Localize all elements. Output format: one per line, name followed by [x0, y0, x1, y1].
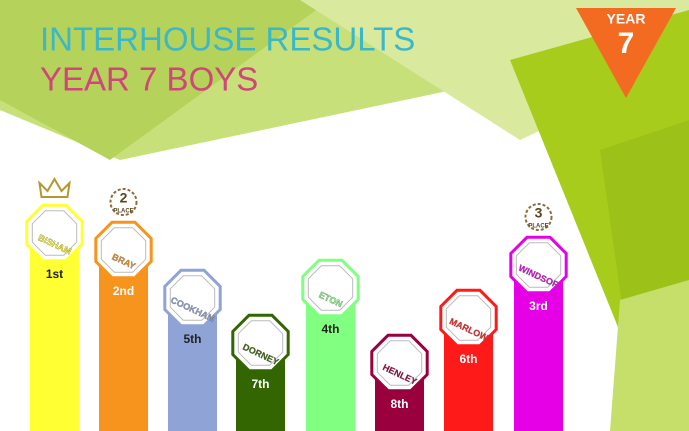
house-crest-inner — [169, 275, 216, 321]
bg-shape — [0, 0, 330, 160]
bg-shape — [610, 280, 689, 431]
award-label: PLACE — [528, 224, 548, 230]
house-crest — [94, 220, 153, 280]
house-crest-inner — [515, 242, 562, 288]
award-number: 3 — [535, 205, 543, 221]
house-bar — [99, 252, 148, 431]
house-place: 8th — [391, 397, 409, 411]
year-badge — [576, 8, 676, 98]
laurel — [524, 203, 553, 231]
laurel — [109, 188, 138, 216]
crown — [38, 177, 71, 198]
house-bar — [514, 267, 563, 431]
house-crest-inner — [376, 340, 423, 386]
house-crest — [25, 203, 84, 263]
house-crest — [509, 235, 568, 295]
house-crest — [163, 268, 222, 328]
title: INTERHOUSE RESULTS — [40, 21, 415, 58]
house-crest — [439, 288, 498, 348]
houses: BISHAM1stBRAY2nd2PLACECOOKHAM5thDORNEY7t… — [25, 177, 568, 431]
house-bar — [30, 235, 79, 431]
house-place: 3rd — [529, 299, 548, 313]
house-crest-inner — [31, 210, 78, 256]
award-label: PLACE — [113, 209, 133, 215]
house-crest — [231, 313, 290, 373]
house-crest-inner — [237, 320, 284, 366]
house-place: 6th — [460, 352, 478, 366]
house-crest-inner — [100, 227, 147, 273]
award-number: 2 — [120, 190, 128, 206]
house-crest-inner — [307, 265, 354, 311]
house-place: 4th — [322, 322, 340, 336]
house-place: 5th — [184, 332, 202, 346]
house-place: 2nd — [113, 284, 134, 298]
house-crest — [370, 333, 429, 393]
house-place: 7th — [252, 377, 270, 391]
year-number: 7 — [618, 27, 635, 60]
house-place: 1st — [46, 267, 63, 281]
house-crest-inner — [445, 295, 492, 341]
subtitle: YEAR 7 BOYS — [40, 61, 258, 98]
house-crest — [301, 258, 360, 318]
year-label: YEAR — [607, 11, 646, 27]
